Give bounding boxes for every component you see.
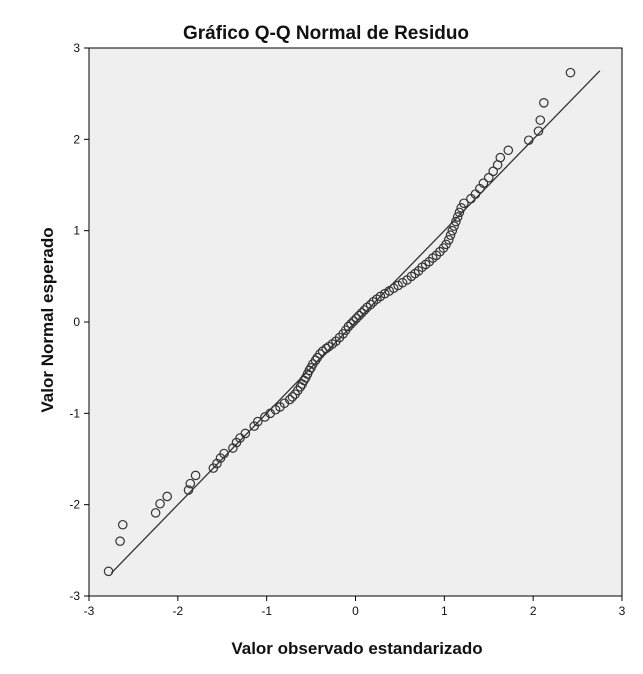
data-point bbox=[488, 166, 498, 177]
data-point bbox=[445, 230, 456, 241]
x-tick-label: 0 bbox=[352, 604, 359, 618]
data-point bbox=[565, 67, 576, 78]
data-point bbox=[354, 310, 364, 321]
data-point bbox=[454, 207, 465, 218]
data-point bbox=[451, 216, 461, 227]
x-axis-label: Valor observado estandarizado bbox=[231, 639, 482, 658]
data-point bbox=[343, 321, 354, 332]
data-point bbox=[539, 98, 549, 108]
x-tick-label: -3 bbox=[84, 604, 95, 618]
axis-ticks: -3 -2 -1 0 1 2 3 -3 -2 -1 0 1 2 3 bbox=[69, 41, 625, 618]
data-point bbox=[162, 491, 172, 502]
x-tick-label: 1 bbox=[441, 604, 448, 618]
y-tick-label: -2 bbox=[69, 498, 80, 512]
data-point bbox=[452, 212, 463, 222]
data-point bbox=[535, 115, 546, 125]
data-point bbox=[287, 392, 298, 402]
data-point bbox=[478, 178, 489, 188]
data-point bbox=[346, 319, 356, 329]
data-point bbox=[284, 394, 295, 405]
data-point bbox=[115, 536, 125, 546]
data-point bbox=[523, 135, 534, 146]
data-point bbox=[449, 221, 459, 231]
data-point bbox=[356, 308, 367, 318]
y-tick-label: 1 bbox=[73, 224, 80, 238]
x-tick-label: 2 bbox=[530, 604, 537, 618]
data-point bbox=[365, 299, 376, 310]
data-point bbox=[117, 519, 128, 530]
y-tick-label: -3 bbox=[69, 589, 80, 603]
data-point bbox=[359, 305, 370, 315]
y-tick-label: 0 bbox=[73, 315, 80, 329]
y-tick-label: 3 bbox=[73, 41, 80, 55]
x-tick-label: 3 bbox=[619, 604, 626, 618]
data-point bbox=[351, 313, 362, 324]
x-tick-label: -1 bbox=[261, 604, 272, 618]
data-point bbox=[503, 145, 514, 156]
y-tick-label: 2 bbox=[73, 132, 80, 146]
data-point bbox=[533, 126, 544, 136]
data-point bbox=[240, 428, 251, 439]
y-axis-label: Valor Normal esperado bbox=[38, 227, 57, 412]
data-point bbox=[103, 566, 114, 577]
data-point bbox=[321, 343, 331, 354]
data-point bbox=[155, 498, 165, 509]
data-point bbox=[495, 152, 506, 163]
data-point bbox=[190, 470, 201, 481]
data-point bbox=[185, 478, 196, 489]
data-point bbox=[310, 355, 321, 366]
data-point bbox=[447, 225, 458, 236]
data-point bbox=[456, 203, 467, 213]
chart-title: Gráfico Q-Q Normal de Residuo bbox=[183, 23, 469, 44]
data-point bbox=[348, 316, 359, 326]
data-point bbox=[483, 172, 494, 183]
data-points bbox=[103, 67, 576, 577]
data-point bbox=[150, 508, 161, 518]
data-point bbox=[315, 349, 325, 359]
data-point bbox=[219, 448, 229, 459]
data-point bbox=[441, 239, 451, 250]
y-tick-label: -1 bbox=[69, 406, 80, 420]
data-point bbox=[252, 416, 263, 427]
data-point bbox=[183, 485, 194, 495]
x-tick-label: -2 bbox=[172, 604, 183, 618]
data-point bbox=[459, 198, 469, 209]
data-point bbox=[443, 235, 454, 245]
